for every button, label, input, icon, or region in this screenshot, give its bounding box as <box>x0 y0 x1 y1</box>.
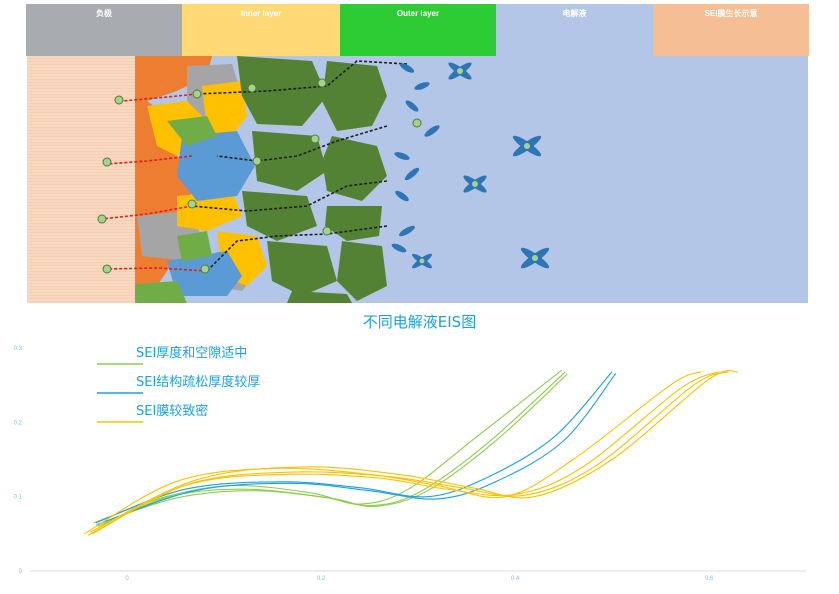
outer-organic-blob-5 <box>242 191 317 241</box>
outer-organic-blob-4 <box>322 136 387 201</box>
x-tick-label: 0.6 <box>705 576 714 582</box>
series-layer <box>84 369 739 536</box>
y-tick-label: 0.1 <box>14 495 23 501</box>
header-sei-growth-label: SEI膜生长示意 <box>704 9 758 18</box>
y-tick-label: 0.3 <box>14 346 23 352</box>
series-line-3-2 <box>87 371 719 536</box>
header-outer-layer-label: Outer layer <box>396 9 440 18</box>
outer-organic-blob-9 <box>287 291 352 303</box>
header-inner-layer-label: Inner layer <box>240 9 282 18</box>
chart-title: 不同电解液EIS图 <box>362 313 477 331</box>
series-line-1-3 <box>95 373 568 526</box>
layer-header-row: 负极 Inner layer Outer layer 电解液 SEI膜生长示意 <box>26 4 809 56</box>
yellow-particle-2 <box>202 81 247 136</box>
series-line-2-2 <box>97 372 617 525</box>
outer-organic-blob-7 <box>267 241 337 296</box>
outer-organic-blob-8 <box>337 241 387 301</box>
blue-particle-2 <box>167 251 242 296</box>
y-tick-label: 0 <box>19 569 23 575</box>
series-line-3-1 <box>84 371 702 535</box>
green-particle-3 <box>135 281 187 303</box>
outer-organic-blob-3 <box>252 131 327 191</box>
green-particle-1 <box>167 116 217 146</box>
legend-label-2: SEI结构疏松厚度较厚 <box>136 374 260 390</box>
axes: 0 0.1 0.2 0.3 0 0.2 0.4 0.6 <box>14 346 806 582</box>
outer-organic-blob-2 <box>322 61 387 131</box>
sei-growth-diagram <box>27 56 808 303</box>
header-electrolyte: 电解液 <box>496 4 653 56</box>
series-line-3-3 <box>91 371 729 535</box>
outer-organic-blob-1 <box>237 56 327 126</box>
eis-chart: 0 0.1 0.2 0.3 0 0.2 0.4 0.6 SEI厚度和空隙适中 SEI结构疏松厚度… <box>14 345 806 582</box>
header-sei-growth: SEI膜生长示意 <box>653 4 809 56</box>
x-tick-label: 0.2 <box>317 576 326 582</box>
ion-paths <box>101 60 408 272</box>
series-line-1-2 <box>97 371 566 527</box>
y-tick-label: 0.2 <box>14 420 23 426</box>
outer-organic-blob-6 <box>325 206 382 241</box>
solvent-molecules <box>391 62 550 269</box>
header-outer-layer: Outer layer <box>340 4 496 56</box>
legend-label-1: SEI厚度和空隙适中 <box>136 345 247 361</box>
series-line-3-4 <box>89 369 739 533</box>
x-tick-label: 0.4 <box>511 576 520 582</box>
blue-particle-1 <box>177 131 255 201</box>
legend-label-3: SEI膜较致密 <box>136 403 208 419</box>
x-tick-label: 0 <box>125 576 129 582</box>
lithium-ions <box>97 78 422 274</box>
header-inner-layer: Inner layer <box>182 4 340 56</box>
green-particle-2 <box>177 231 212 261</box>
legend: SEI厚度和空隙适中 SEI结构疏松厚度较厚 SEI膜较致密 <box>97 345 260 423</box>
header-anode-label: 负极 <box>96 9 112 18</box>
anode-region <box>27 56 135 303</box>
header-anode: 负极 <box>26 4 182 56</box>
header-electrolyte-label: 电解液 <box>562 9 587 18</box>
series-line-2-1 <box>95 371 613 524</box>
